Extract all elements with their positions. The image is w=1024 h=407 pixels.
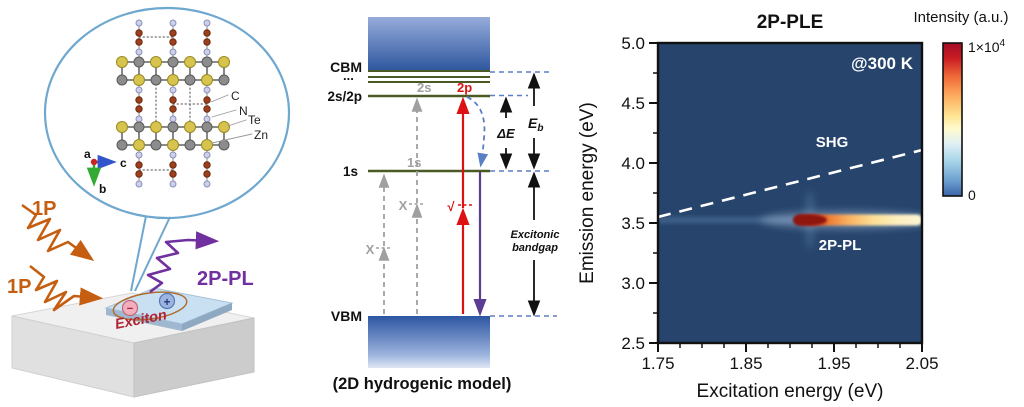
b-axis-label: b [99,182,106,196]
tellurium-label: Te [248,113,261,127]
ncn-chains [116,19,230,188]
plot-frame [656,41,924,345]
heatmap-background [658,43,922,343]
x-tick-label: 1.85 [729,354,762,373]
left-schematic-panel: − + Exciton [7,6,291,398]
exciton-orbit-ellipse [112,291,188,321]
electron-icon [121,299,139,317]
excitonic-bandgap-label-2: bandgap [512,242,558,254]
a-axis-label: a [84,147,91,161]
y-tick-label: 3.5 [621,214,645,233]
state-2s-label: 2s [417,80,431,95]
level-1s-label: 1s [343,164,358,179]
cbm-label: CBM [330,59,362,75]
state-2p-label: 2p [457,80,472,95]
ppl-peak-label: 2P-PL [819,237,862,254]
temperature-annotation: @300 K [851,54,914,73]
electron-minus-sign: − [127,303,133,315]
colorbar-min-label: 0 [968,187,976,203]
binding-energy-label: Eb [528,115,543,134]
emission-label: 2P-PL [197,268,254,290]
y-tick-label: 5.0 [621,34,645,53]
x-tick-label: 1.75 [641,354,674,373]
level-extension-dashes [490,71,557,317]
zinc-label: Zn [254,128,268,142]
atom-legend: C N Te Zn [210,89,268,144]
y-axis-ticks [649,42,657,344]
excitation-photon-arrows [21,203,104,312]
c-axis-label: c [120,156,127,170]
zoom-bubble [43,6,291,292]
x-tick-label: 2.05 [905,354,938,373]
heatmap-data-layer [658,148,922,250]
photon-label-top: 1P [32,198,56,220]
substrate [11,292,255,398]
forbidden-mark-1: X [366,242,375,257]
energy-diagram-panel: CBM ... 2s/2p 1s VBM 2s 2p 1s X X [327,17,560,393]
diagram-caption: (2D hydrogenic model) [333,375,512,393]
x-axis-ticks [657,344,923,352]
layer-atoms [116,56,230,151]
transition-vbm-2s-forbidden: X [399,97,425,314]
relaxation-2p-1s-curve [466,96,489,168]
plot-title: 2P-PLE [757,12,824,33]
emission-photon-arrow [146,231,220,294]
hole-plus-sign: + [163,295,170,309]
x-tick-label: 1.95 [817,354,850,373]
transition-vbm-1s-forbidden: X [366,173,392,314]
crystal-axes: a c b [84,147,127,196]
state-1s-label: 1s [407,155,421,170]
x-axis-title: Excitation energy (eV) [697,381,884,402]
weak-bond-dotted-lines [138,36,208,171]
delta-e-label: ΔE [496,126,515,141]
conduction-band [368,17,490,70]
ppl-streak [794,214,922,226]
colorbar-title: Intensity (a.u.) [913,9,1008,26]
nitrogen-label: N [239,104,248,118]
colorbar-max-label: 1×104 [968,38,1006,55]
a-axis-dot [90,158,98,166]
continuum-level-lines [368,70,490,83]
carbon-label: C [231,89,240,103]
valence-band [368,316,490,368]
photon-label-bottom: 1P [7,276,31,298]
cbm-dots: ... [343,68,354,83]
level-2s2p-label: 2s/2p [327,89,362,104]
y-tick-labels: 5.0 4.5 4.0 3.5 3.0 2.5 [621,34,645,353]
y-tick-label: 3.0 [621,274,645,293]
allowed-mark: √ [447,199,455,214]
excitonic-bandgap-label-1: Excitonic [511,229,560,241]
shg-dashed-line [658,148,922,219]
hole-icon [158,292,176,310]
y-axis-title: Emission energy (eV) [577,102,598,284]
shg-label: SHG [816,134,849,151]
x-tick-labels: 1.75 1.85 1.95 2.05 [641,354,938,373]
forbidden-mark-2: X [399,198,408,213]
ppl-hotspot [793,214,827,226]
ple-heatmap-panel: @300 K SHG 2P-PL 2P-PLE 1.75 [577,9,1009,402]
colorbar [942,42,963,197]
y-tick-label: 2.5 [621,334,645,353]
exciton-illustration: − + Exciton [112,291,188,333]
vbm-label: VBM [331,308,362,324]
y-tick-label: 4.5 [621,94,645,113]
crystal-structure: C N Te Zn a c b [84,19,268,196]
y-tick-label: 4.0 [621,154,645,173]
transition-vbm-2p-allowed: √ [447,96,472,314]
